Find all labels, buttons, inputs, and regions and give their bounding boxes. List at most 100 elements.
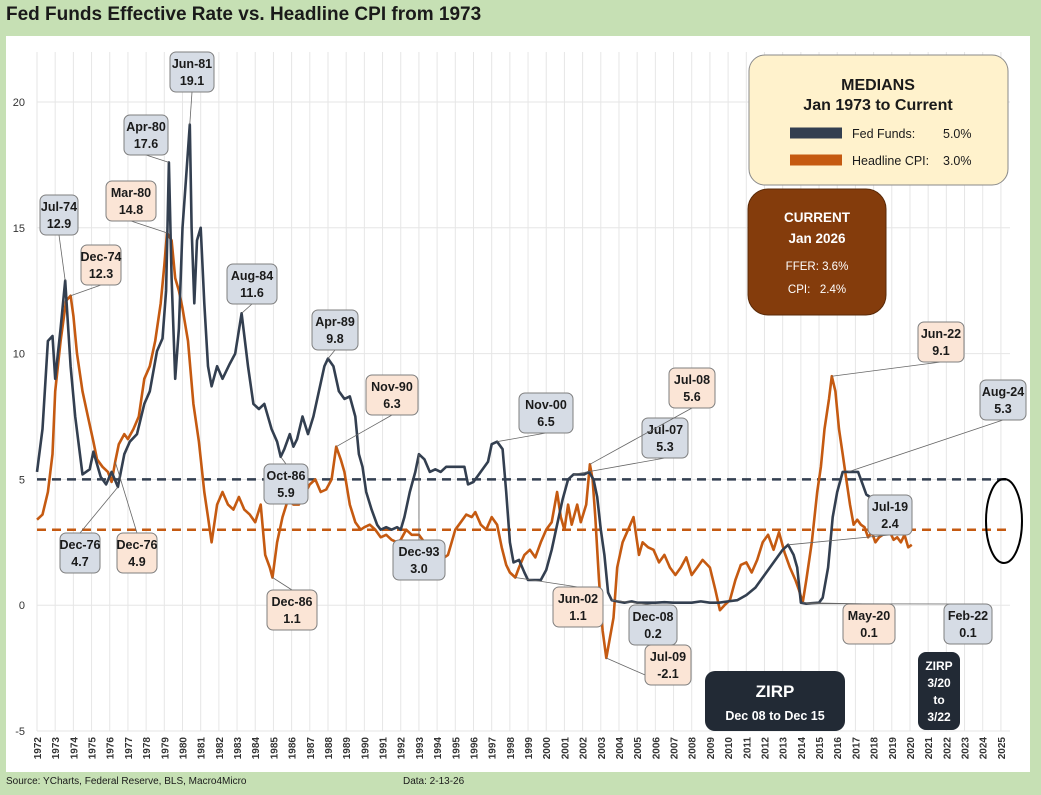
x-tick-label: 2012 bbox=[760, 737, 771, 760]
cpi-line bbox=[36, 231, 913, 660]
callout-value: 4.9 bbox=[128, 555, 145, 569]
callout-fed-apr-89: Apr-89 9.8 bbox=[311, 309, 359, 359]
callout-fed-nov-00: Nov-00 6.5 bbox=[497, 392, 574, 443]
callout-date: Dec-76 bbox=[60, 538, 101, 552]
callout-date: Jul-09 bbox=[650, 650, 686, 664]
callout-box bbox=[641, 417, 689, 459]
y-tick-label: 5 bbox=[19, 474, 25, 486]
callout-date: Jul-74 bbox=[41, 200, 77, 214]
callout-box bbox=[266, 589, 318, 631]
x-tick-label: 1979 bbox=[160, 737, 171, 760]
x-tick-label: 1985 bbox=[269, 737, 280, 760]
zirp-2020-box: ZIRP 3/20 to 3/22 bbox=[918, 652, 960, 730]
callout-date: Apr-80 bbox=[126, 120, 166, 134]
callout-cpi-jun-22: Jun-22 9.1 bbox=[831, 321, 965, 377]
x-tick-label: 2023 bbox=[961, 737, 972, 760]
callout-value: 1.1 bbox=[283, 612, 300, 626]
current-ffer: FFER: 3.6% bbox=[786, 261, 849, 273]
x-tick-label: 1988 bbox=[324, 737, 335, 760]
x-tick-label: 1981 bbox=[197, 737, 208, 760]
callout-date: Jul-07 bbox=[647, 423, 683, 437]
current-box: CURRENT Jan 2026 FFER: 3.6% CPI: 2.4% bbox=[747, 188, 887, 316]
callout-fed-dec-76: Dec-76 4.7 bbox=[59, 486, 119, 574]
x-tick-label: 2006 bbox=[651, 737, 662, 760]
callout-date: Mar-80 bbox=[111, 186, 151, 200]
x-tick-label: 1972 bbox=[33, 737, 44, 760]
current-box-background bbox=[747, 188, 887, 316]
callout-leader bbox=[280, 456, 287, 465]
current-title: CURRENT bbox=[784, 210, 851, 225]
callout-value: 2.4 bbox=[881, 517, 898, 531]
x-tick-label: 1975 bbox=[88, 737, 99, 760]
x-tick-label: 1995 bbox=[451, 737, 462, 760]
x-tick-label: 1997 bbox=[488, 737, 499, 760]
callout-value: 1.1 bbox=[569, 609, 586, 623]
callout-value: 19.1 bbox=[180, 74, 204, 88]
x-tick-label: 1974 bbox=[69, 737, 80, 760]
callout-value: 5.9 bbox=[277, 486, 294, 500]
x-tick-label: 2018 bbox=[870, 737, 881, 760]
callout-date: Jul-08 bbox=[674, 373, 710, 387]
x-tick-label: 2000 bbox=[542, 737, 553, 760]
x-tick-label: 2014 bbox=[797, 737, 808, 760]
callout-fed-feb-22: Feb-22 0.1 bbox=[806, 603, 993, 645]
callout-date: Dec-93 bbox=[399, 545, 440, 559]
x-tick-label: 2017 bbox=[851, 737, 862, 760]
callout-date: Dec-08 bbox=[633, 610, 674, 624]
callout-box bbox=[39, 194, 79, 236]
callout-fed-aug-24: Aug-24 5.3 bbox=[848, 379, 1027, 473]
x-tick-label: 2013 bbox=[779, 737, 790, 760]
callout-value: 5.3 bbox=[656, 440, 673, 454]
x-tick-label: 1980 bbox=[178, 737, 189, 760]
callout-value: 0.1 bbox=[860, 626, 877, 640]
x-tick-label: 1991 bbox=[379, 737, 390, 760]
callout-cpi-may-20: May-20 0.1 bbox=[802, 602, 896, 645]
callout-box bbox=[59, 532, 101, 574]
x-tick-label: 1999 bbox=[524, 737, 535, 760]
zirp-2020-end: 3/22 bbox=[927, 710, 951, 724]
callout-date: Jun-02 bbox=[558, 592, 598, 606]
annotation-layer: Jul-74 12.9 Dec-74 12.3 Dec-76 4.7 Dec-76 4.9 Ap… bbox=[39, 51, 1027, 686]
y-tick-label: 10 bbox=[13, 349, 25, 361]
callout-fed-jul-07: Jul-07 5.3 bbox=[573, 417, 689, 475]
series-layer bbox=[35, 123, 913, 660]
zirp-2020-background bbox=[918, 652, 960, 730]
callout-box bbox=[169, 51, 215, 93]
callout-date: Aug-24 bbox=[982, 385, 1024, 399]
footer-date: Data: 2-13-26 bbox=[403, 776, 465, 787]
x-tick-label: 1978 bbox=[142, 737, 153, 760]
callout-leader bbox=[611, 599, 654, 606]
callout-value: 0.1 bbox=[959, 626, 976, 640]
callout-leader bbox=[241, 303, 253, 314]
callout-value: 11.6 bbox=[240, 286, 264, 300]
legend-background bbox=[748, 54, 1009, 186]
callout-leader bbox=[589, 407, 693, 465]
callout-date: Jun-81 bbox=[172, 57, 212, 71]
callout-value: 6.3 bbox=[383, 397, 400, 411]
callout-leader bbox=[335, 414, 393, 448]
legend-cpi-value: 3.0% bbox=[943, 154, 972, 168]
callout-leader bbox=[327, 349, 336, 359]
x-tick-label: 2019 bbox=[888, 737, 899, 760]
callout-date: Jul-19 bbox=[872, 500, 908, 514]
x-tick-label: 2009 bbox=[706, 737, 717, 760]
x-tick-label: 2025 bbox=[997, 737, 1008, 760]
callout-box bbox=[668, 367, 716, 409]
x-tick-label: 2016 bbox=[833, 737, 844, 760]
callout-date: Feb-22 bbox=[948, 609, 988, 623]
callout-cpi-dec-76: Dec-76 4.9 bbox=[114, 461, 158, 574]
callout-box bbox=[116, 532, 158, 574]
x-tick-label: 2022 bbox=[942, 737, 953, 760]
chart-title: Fed Funds Effective Rate vs. Headline CP… bbox=[6, 4, 482, 25]
callout-box bbox=[226, 263, 278, 305]
x-tick-label: 2001 bbox=[560, 737, 571, 760]
callout-fed-dec-08: Dec-08 0.2 bbox=[611, 599, 678, 646]
callout-value: 12.9 bbox=[47, 217, 71, 231]
zirp-box-background bbox=[705, 671, 845, 731]
callout-fed-apr-80: Apr-80 17.6 bbox=[123, 114, 169, 163]
y-tick-label: 20 bbox=[13, 97, 25, 109]
legend-cpi-label: Headline CPI: bbox=[852, 154, 929, 168]
callout-box bbox=[365, 374, 419, 416]
callout-box bbox=[105, 180, 157, 222]
